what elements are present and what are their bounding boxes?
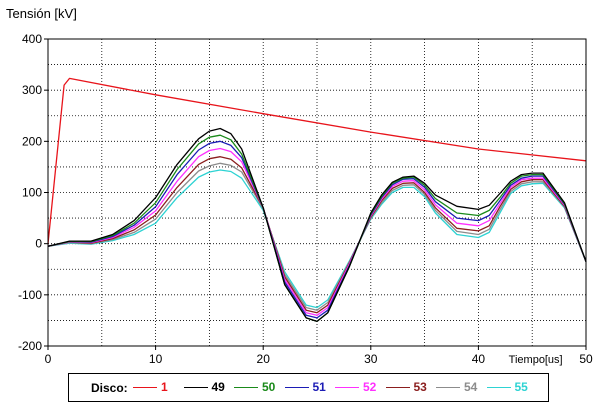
x-axis-label: Tiempo — [509, 354, 545, 366]
legend-label: 55 — [514, 380, 528, 394]
x-axis-unit: [us] — [545, 354, 563, 366]
x-tick-label: 30 — [364, 352, 378, 366]
legend-label: 54 — [464, 380, 478, 394]
legend-label: 53 — [413, 380, 427, 394]
x-tick-label: 10 — [149, 352, 163, 366]
y-tick-label: 200 — [22, 134, 42, 148]
legend-title: Disco: — [91, 381, 128, 395]
y-tick-label: -200 — [18, 339, 42, 353]
y-tick-label: 300 — [22, 83, 42, 97]
legend-label: 50 — [262, 380, 276, 394]
x-tick-label: 0 — [45, 352, 52, 366]
series-line-1 — [47, 77, 587, 244]
legend-swatch — [385, 387, 410, 388]
legend-swatch — [486, 387, 511, 388]
x-tick-label: 40 — [472, 352, 486, 366]
legend-swatch — [335, 387, 359, 388]
y-tick-label: 100 — [22, 186, 42, 200]
legend-swatch — [234, 387, 258, 388]
legend-swatch — [436, 387, 460, 388]
y-tick-label: 400 — [22, 32, 42, 46]
legend-label: 1 — [161, 380, 168, 394]
legend: Disco: 1 49 50 51 52 53 54 55 — [68, 373, 549, 402]
y-tick-label: -100 — [18, 288, 42, 302]
legend-swatch — [284, 387, 309, 388]
legend-swatch — [133, 387, 157, 388]
y-axis-label: Tensión [kV] — [6, 6, 77, 21]
plot-frame — [47, 38, 587, 347]
line-chart: -200 -100 0 100 200 300 400 0 10 20 30 40 50 Tiempo [u… — [18, 32, 593, 366]
legend-label: 51 — [312, 380, 326, 394]
series-line-49 — [47, 127, 587, 323]
legend-swatch — [183, 387, 208, 388]
x-tick-label: 20 — [257, 352, 271, 366]
y-tick-label: 0 — [35, 237, 42, 251]
legend-label: 52 — [363, 380, 377, 394]
x-tick-label: 50 — [579, 352, 593, 366]
legend-label: 49 — [211, 380, 225, 394]
